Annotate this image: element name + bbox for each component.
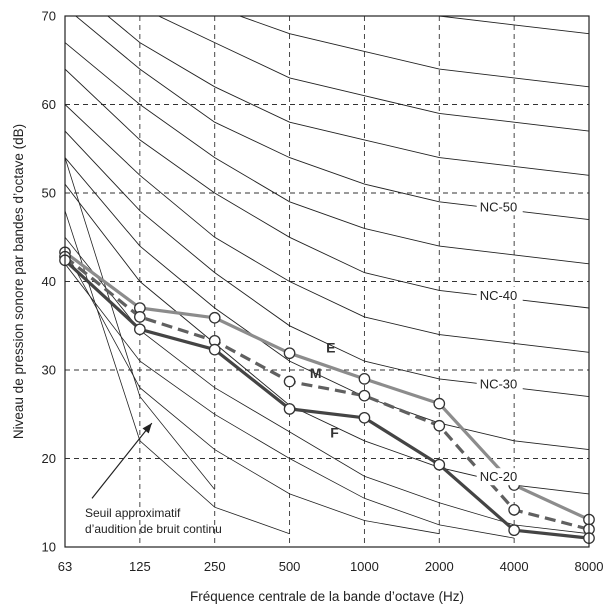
nc-curve [157,16,589,132]
series-label-E: E [326,339,335,355]
nc-curve [435,16,589,35]
data-point-F [208,343,221,356]
data-point-E [433,397,446,410]
nc-curve [238,16,589,88]
y-tick-label: 40 [42,274,56,289]
data-point-F [433,458,446,471]
data-point-E [208,311,221,324]
nc-label: NC-40 [480,288,518,303]
series-label-F: F [330,424,339,440]
x-tick-label: 1000 [350,559,379,574]
data-point-E [283,347,296,360]
data-point-F [134,323,146,336]
threshold-curve [65,210,290,535]
threshold-arrowhead [142,423,152,434]
tick-labels: 63 125 250 500 1000 2000 4000 8000 10 20 30 40 50 60 7… [42,9,604,575]
nc-label: NC-30 [480,376,518,391]
data-point-M [283,375,296,388]
x-tick-label: 125 [129,559,151,574]
nc-curves [65,16,589,495]
threshold-label: Seuil approximatif [85,506,181,520]
threshold-arrow [91,422,153,499]
series-label-M: M [310,365,322,381]
threshold-curve [65,250,440,535]
data-point-F [358,411,371,424]
y-axis-label: Niveau de pression sonore par bandes d’o… [11,124,26,439]
nc-curve [65,42,589,265]
series-line-F [63,259,590,540]
plot-frame [64,15,590,548]
data-point-M [358,389,371,402]
nc-label: NC-50 [480,199,518,214]
threshold-curves [65,157,589,539]
nc-label-background [476,468,523,486]
x-tick-label: 8000 [575,559,604,574]
y-tick-label: 50 [42,186,56,201]
data-point-F [283,403,296,415]
data-point-M [508,503,520,516]
nc-label-background [476,286,523,304]
threshold-curve [65,157,216,490]
nc-label-background [476,375,523,393]
data-point-E [358,372,371,385]
y-tick-label: 60 [42,97,56,112]
y-tick-label: 30 [42,363,56,378]
y-tick-label: 70 [42,9,56,24]
x-tick-label: 250 [204,559,226,574]
x-tick-label: 500 [279,559,301,574]
data-point-F [508,524,520,537]
grid [65,16,589,547]
y-tick-label: 10 [42,540,56,555]
nc-curve [65,157,589,451]
x-tick-label: 63 [58,559,72,574]
threshold-curve [65,263,515,539]
x-axis-label: Fréquence centrale de la bande d’octave … [190,589,464,604]
threshold-label: d’audition de bruit continu [85,522,222,536]
x-tick-label: 2000 [425,559,454,574]
nc-curve [107,16,589,176]
nc-curve [75,16,589,221]
series-line-M [63,255,590,531]
y-tick-label: 20 [42,451,56,466]
nc-label-background [476,198,523,216]
nc-label: NC-20 [480,469,518,484]
data-point-M [134,311,146,323]
data-point-M [433,419,446,432]
x-tick-label: 4000 [500,559,529,574]
nc-curve [65,104,589,353]
annotations: NC-20 NC-30 NC-40 NC-50 EM F Seuil approximati… [85,198,523,536]
